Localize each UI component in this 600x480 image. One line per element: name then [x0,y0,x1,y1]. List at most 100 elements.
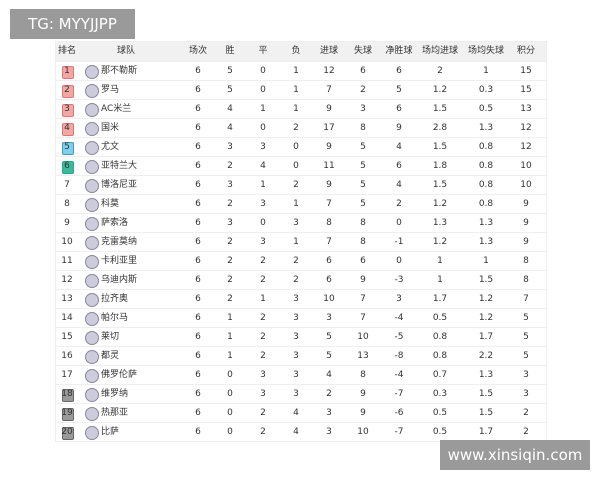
cell: 14 [61,313,73,323]
cell: 6 [195,85,201,95]
cell: 2 [227,294,233,304]
cell: 3 [227,142,233,152]
cell: 0 [260,66,266,76]
cell: 2 [227,256,233,266]
cell: 6 [195,294,201,304]
cell: 9 [326,104,332,114]
cell: 2 [260,408,266,418]
cell: 12 [61,275,73,285]
cell: 0.5 [432,427,448,437]
cell: 5 [64,142,70,152]
cell: 4 [227,123,233,133]
cell: 3 [523,370,529,380]
cell: 8 [326,218,332,228]
team-name: 科莫 [101,199,120,209]
cell: 1.7 [478,332,494,342]
table-row: 13 拉齐奥 6 2 1 3 10 7 3 1.7 1.2 7 [56,289,546,309]
cell: 1 [293,66,299,76]
cell: 2 [523,427,529,437]
cell: 3 [293,370,299,380]
cell: 1.2 [432,85,448,95]
cell: 1 [260,294,266,304]
team-name: 乌迪内斯 [101,275,138,285]
cell: 12 [520,123,532,133]
cell: 1.7 [478,427,494,437]
cell: 1.3 [478,123,494,133]
cell: 9 [523,218,529,228]
cell: 7 [326,237,332,247]
cell: 0.8 [478,199,494,209]
table-row: 9 萨索洛 6 3 0 3 8 8 0 1.3 1.3 9 [56,213,546,233]
cell: 1 [293,104,299,114]
team-logo [85,312,99,326]
team-name: 尤文 [101,142,120,152]
team-logo [85,331,99,345]
cell: 1 [260,104,266,114]
cell: 3 [293,294,299,304]
cell: 10 [323,294,335,304]
team-name: 罗马 [101,85,120,95]
cell: 2 [260,332,266,342]
cell: 0.8 [478,142,494,152]
table-row: 14 帕尔马 6 1 2 3 3 7 -4 0.5 1.2 5 [56,308,546,328]
cell: 0 [260,123,266,133]
table-row: 15 莱切 6 1 2 3 5 10 -5 0.8 1.7 5 [56,327,546,347]
team-logo [85,426,99,440]
cell: 6 [195,332,201,342]
team-name: AC米兰 [101,104,132,114]
table-row: 1 那不勒斯 6 5 0 1 12 6 6 2 1 15 [56,61,546,81]
cell: 5 [523,313,529,323]
table-row: 16 都灵 6 1 2 3 5 13 -8 0.8 2.2 5 [56,346,546,366]
team-name: 比萨 [101,427,120,437]
team-logo [85,103,99,117]
cell: 3 [260,389,266,399]
cell: 0 [396,256,402,266]
cell: 9 [64,218,70,228]
cell: 6 [326,256,332,266]
cell: 5 [227,85,233,95]
cell: 0.5 [432,408,448,418]
cell: 1 [227,351,233,361]
watermark: TG: MYYJJPP [10,9,135,39]
team-logo [85,350,99,364]
cell: 3 [227,180,233,190]
table-row: 2 罗马 6 5 0 1 7 2 5 1.2 0.3 15 [56,80,546,100]
header-cell: 净胜球 [385,46,413,56]
cell: 4 [64,123,70,133]
cell: 0.8 [432,351,448,361]
cell: 0 [260,218,266,228]
cell: 6 [195,275,201,285]
rank-badge [62,427,74,440]
header-cell: 球队 [116,46,136,56]
cell: 6 [195,180,201,190]
cell: 3 [293,389,299,399]
cell: 1 [227,313,233,323]
cell: 1 [437,275,443,285]
cell: 1.5 [432,104,448,114]
cell: 2 [260,313,266,323]
cell: 10 [357,427,369,437]
cell: 0.5 [478,104,494,114]
cell: 5 [227,66,233,76]
header-cell: 平 [258,46,268,56]
cell: -5 [394,332,404,342]
cell: 0 [293,161,299,171]
cell: 9 [360,275,366,285]
cell: 3 [523,389,529,399]
cell: 0.8 [478,161,494,171]
cell: 0.5 [432,313,448,323]
cell: 2 [260,351,266,361]
cell: 9 [360,408,366,418]
cell: 0 [227,370,233,380]
cell: 0.7 [432,370,448,380]
cell: 0 [227,427,233,437]
cell: 4 [260,161,266,171]
header-cell: 场均失球 [467,46,505,56]
cell: -4 [394,313,404,323]
cell: 2 [360,85,366,95]
team-name: 佛罗伦萨 [101,370,138,380]
cell: 2 [227,199,233,209]
cell: 12 [520,142,532,152]
team-logo [85,407,99,421]
cell: 4 [293,408,299,418]
